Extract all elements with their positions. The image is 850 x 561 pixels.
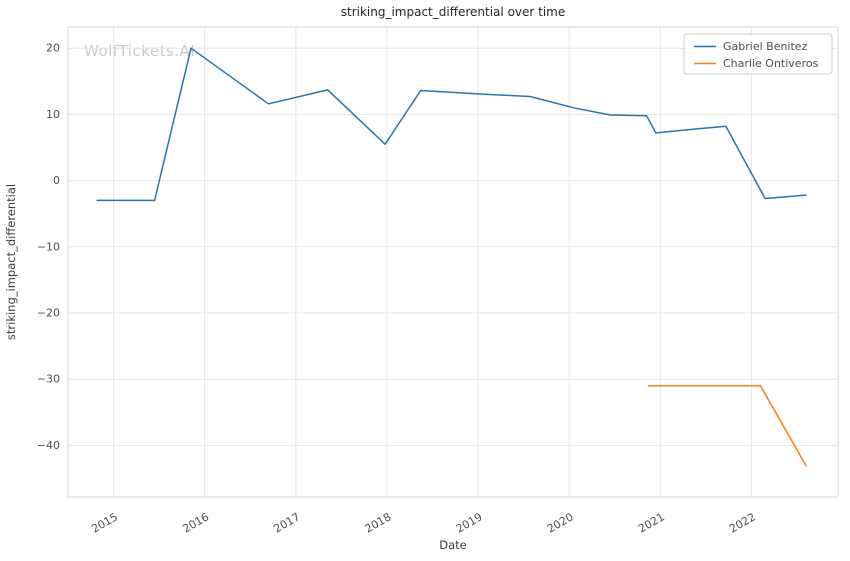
x-tick-label: 2016 (180, 510, 211, 535)
series-gabriel-benitez (96, 47, 807, 202)
x-tick-label: 2022 (727, 510, 758, 535)
y-tick-label: −40 (37, 439, 60, 452)
watermark: WolfTickets.AI (84, 42, 196, 60)
legend-label-gabriel-benitez: Gabriel Benitez (723, 40, 808, 53)
legend-box (683, 33, 833, 75)
x-axis-label: Date (439, 538, 467, 552)
y-tick-label: −20 (37, 307, 60, 320)
y-tick-label: −30 (37, 373, 60, 386)
y-tick-label: −10 (37, 240, 60, 253)
x-tick-label: 2015 (89, 510, 120, 535)
chart-title: striking_impact_differential over time (341, 5, 566, 19)
x-tick-label: 2018 (363, 510, 394, 535)
x-tick-label: 2017 (272, 510, 303, 535)
plot-frame (67, 26, 839, 498)
y-tick-label: 0 (53, 174, 60, 187)
legend: Gabriel Benitez Charlie Ontiveros (683, 33, 833, 75)
x-tick-label: 2021 (636, 510, 667, 535)
series-charlie-ontiveros (647, 385, 807, 467)
y-tick-label: 10 (46, 108, 60, 121)
legend-label-charlie-ontiveros: Charlie Ontiveros (723, 57, 819, 70)
y-axis-label: striking_impact_differential (4, 184, 18, 340)
x-tick-label: 2020 (545, 510, 576, 535)
x-tick-label: 2019 (454, 510, 485, 535)
y-tick-label: 20 (46, 42, 60, 55)
